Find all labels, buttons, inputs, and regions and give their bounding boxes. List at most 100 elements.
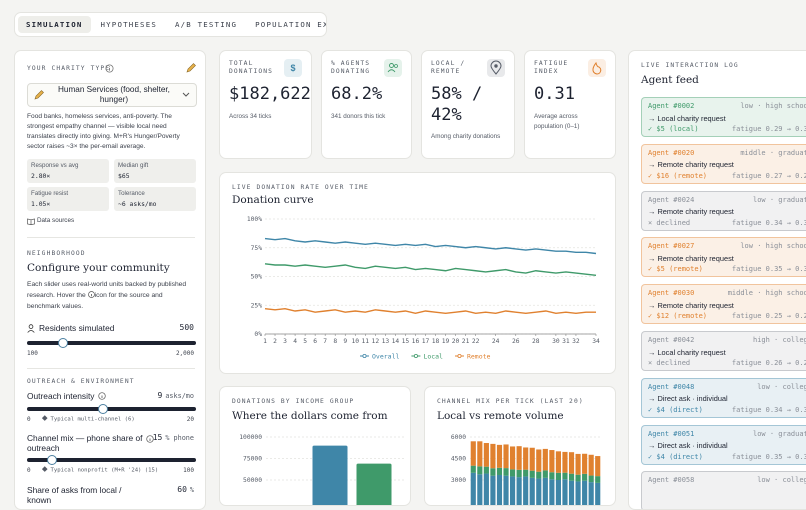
x-tick-label: 9 xyxy=(343,338,347,345)
slider-hint: Typical nonprofit (M+R '24) (15) xyxy=(42,466,159,474)
data-sources-link[interactable]: Data sources xyxy=(37,217,75,224)
bar-segment xyxy=(549,450,555,473)
entry-result: ✓ $5 (local) fatigue 0.29 → 0.30 xyxy=(648,124,806,136)
stat-label: Median gift xyxy=(118,162,149,169)
stat-note: Among charity donations xyxy=(431,133,501,140)
entry-action: → Direct ask · individual xyxy=(648,394,728,404)
legend-label: Overall xyxy=(372,353,399,361)
result: × declined xyxy=(648,359,691,367)
slider-value: 15% phone xyxy=(153,433,194,442)
stat-value: 58% / 42% xyxy=(431,84,483,125)
slider-thumb[interactable] xyxy=(57,338,68,348)
x-tick-label: 17 xyxy=(422,338,430,345)
bar-segment xyxy=(490,443,496,469)
bar-segment xyxy=(582,480,588,505)
agent-id: Agent #0020 xyxy=(648,148,695,157)
feed-entry: Agent #0030 middle · high school → Remote … xyxy=(641,284,806,325)
y-tick-label: 75% xyxy=(251,245,263,252)
slider-track xyxy=(27,407,196,411)
x-tick-label: 15 xyxy=(402,338,410,345)
stat-card: FATIGUE INDEX 0.31 Average across populati… xyxy=(524,50,616,159)
x-tick-label: 21 xyxy=(462,338,470,345)
x-tick-label: 32 xyxy=(572,338,580,345)
tab[interactable]: SIMULATION xyxy=(18,16,91,33)
stat-label: % AGENTS DONATING xyxy=(331,60,371,75)
description-text: Each slider uses real-world units backed… xyxy=(27,281,187,299)
bar-segment xyxy=(523,469,529,477)
chevron xyxy=(182,92,190,97)
x-tick-label: 12 xyxy=(372,338,380,345)
slider-label: Residents simulated xyxy=(39,323,115,333)
x-tick-label: 13 xyxy=(382,338,390,345)
stat-value: $65 xyxy=(118,172,130,180)
income-chart: DONATIONS BY INCOME GROUP Where the dolla… xyxy=(232,398,406,505)
y-tick-label: 100000 xyxy=(239,434,262,441)
tab[interactable]: A/B TESTING xyxy=(175,20,238,29)
section-label: LIVE INTERACTION LOG xyxy=(641,62,739,69)
x-tick-label: 28 xyxy=(532,338,540,345)
entry-header: Agent #0027 low · high school xyxy=(648,241,806,253)
info-icon[interactable] xyxy=(98,392,106,400)
fatigue: fatigue 0.26 → 0.27 xyxy=(731,359,806,367)
bar-segment xyxy=(588,475,594,483)
edit-icon[interactable] xyxy=(185,62,197,74)
bar-segment xyxy=(470,472,476,505)
bar-segment xyxy=(595,482,601,505)
section-title: Agent feed xyxy=(641,74,699,86)
charity-select[interactable]: Human Services (food, shelter, hunger) xyxy=(27,83,197,107)
stat-card: TOTAL DONATIONS $ $182,622 Across 34 ticks xyxy=(219,50,312,159)
stat-value: 2.80× xyxy=(31,172,51,180)
slider-min: 0 xyxy=(27,467,31,474)
bar-segment xyxy=(549,472,555,480)
tab[interactable]: POPULATION EXPLORER xyxy=(255,20,326,29)
legend-item: Local xyxy=(411,353,443,361)
bar-segment xyxy=(529,477,535,505)
stat-box: Fatigue resist 1.05× xyxy=(27,187,109,211)
agent-profile: low · graduate xyxy=(752,195,806,204)
line-series xyxy=(264,237,597,255)
legend-item: Remote xyxy=(454,353,491,361)
stat-icon: $ xyxy=(284,59,302,77)
section-title: Configure your community xyxy=(27,262,170,274)
income-card: DONATIONS BY INCOME GROUP Where the dolla… xyxy=(219,386,411,506)
x-tick-label: 1 xyxy=(263,338,267,345)
y-tick-label: 50000 xyxy=(243,477,262,484)
result: × declined xyxy=(648,218,691,227)
hint-text: Typical nonprofit (M+R '24) (15) xyxy=(50,467,159,474)
slider-track xyxy=(27,341,196,345)
bar-segment xyxy=(575,453,581,475)
info-icon[interactable] xyxy=(105,64,114,73)
bar-segment xyxy=(523,476,529,505)
slider-hint: Typical multi-channel (6) xyxy=(42,415,135,423)
donation-curve-card: LIVE DONATION RATE OVER TIME Donation cur… xyxy=(219,172,616,374)
stat-value: $182,622 xyxy=(229,84,311,104)
bar-segment xyxy=(490,475,496,505)
stat-box: Median gift $65 xyxy=(114,159,196,183)
bar-segment xyxy=(568,473,575,481)
result: ✓ $5 (local) xyxy=(648,125,699,133)
entry-action: → Remote charity request xyxy=(648,160,734,170)
divider xyxy=(27,368,195,369)
legend-dot xyxy=(457,353,462,358)
agent-profile: low · high school xyxy=(740,102,806,110)
stat-note: Average across population (0–1) xyxy=(534,113,580,130)
entry-header: Agent #0042 high · college xyxy=(648,335,806,347)
bar-segment xyxy=(496,444,503,468)
bar-segment xyxy=(510,446,516,470)
fatigue: fatigue 0.27 → 0.28 xyxy=(731,171,806,180)
slider-max: 2,000 xyxy=(175,350,194,357)
bar-segment xyxy=(536,471,542,479)
x-tick-label: 7 xyxy=(323,338,327,345)
stat-icon xyxy=(588,59,606,77)
y-tick-label: 75000 xyxy=(243,456,262,463)
tab[interactable]: HYPOTHESES xyxy=(100,20,157,29)
chart-title: Local vs remote volume xyxy=(437,410,564,422)
bar-segment xyxy=(582,453,588,474)
x-tick-label: 18 xyxy=(432,338,440,345)
info-icon[interactable] xyxy=(146,435,154,443)
slider-thumb[interactable] xyxy=(47,455,58,465)
bar-segment xyxy=(477,474,483,505)
bar-segment xyxy=(575,481,581,505)
y-tick-label: 0% xyxy=(254,331,262,338)
slider-thumb[interactable] xyxy=(98,404,109,414)
